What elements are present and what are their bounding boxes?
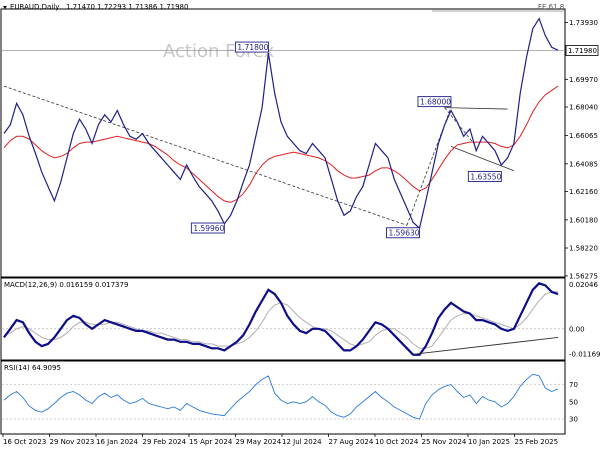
price-trendline (450, 145, 515, 172)
x-tick-label: 12 Jul 2024 (282, 438, 322, 446)
macd-panel-frame (0, 277, 566, 361)
price-trendline (444, 107, 508, 110)
rsi-line (3, 373, 559, 420)
x-tick-label: 16 Oct 2023 (3, 438, 46, 446)
macd-trendline (413, 336, 559, 355)
macd-tick-label: 0.00 (569, 325, 585, 333)
x-tick-label: 29 Nov 2023 (50, 438, 95, 446)
x-tick-label: 25 Nov 2024 (422, 438, 467, 446)
moving-average-line (3, 85, 559, 203)
price-tick-label: 1.62160 (569, 188, 598, 196)
rsi-tick-label: 30 (569, 416, 578, 424)
rsi-axis: 70 50 30 (569, 381, 578, 424)
annotation-box (190, 222, 225, 234)
price-trendline (3, 85, 408, 226)
x-tick-label: 27 Aug 2024 (329, 438, 374, 446)
x-tick-label: 10 Jan 2025 (468, 438, 510, 446)
price-panel-frame (0, 8, 566, 278)
price-tick-label: 1.64085 (569, 160, 598, 168)
annotation-box (467, 171, 502, 182)
annotation-label: 1.59630 (389, 229, 420, 238)
price-trendlines (3, 85, 515, 226)
price-tick-label: 1.58220 (569, 245, 598, 253)
rsi-grid (2, 384, 565, 420)
annotation-box (234, 41, 269, 53)
macd-line (3, 282, 559, 356)
price-tick-label: 1.60180 (569, 216, 598, 224)
macd-tick-label: -0.011697 (569, 351, 600, 359)
rsi-tick-label: 50 (569, 398, 578, 406)
price-tick-label: 1.69970 (569, 76, 598, 84)
symbol-dropdown-icon[interactable] (3, 6, 7, 9)
price-annotations: 1.71800 1.59960 1.59630 1.68000 1.63550 (190, 41, 502, 239)
macd-label: MACD(12,26,9) 0.016159 0.017379 (4, 281, 128, 289)
rsi-tick-label: 70 (569, 381, 578, 389)
price-axis: 1.73930 1.69970 1.68040 1.66065 1.64085 1.621… (565, 19, 599, 280)
x-tick-label: 29 Feb 2024 (143, 438, 187, 446)
annotation-label: 1.63550 (470, 172, 501, 181)
macd-tick-label: 0.02046 (569, 281, 598, 289)
price-tick-label: 1.68040 (569, 104, 598, 112)
current-price-box (565, 45, 599, 56)
current-price-label: 1.71980 (568, 47, 597, 55)
annotation-label: 1.59960 (193, 224, 224, 233)
fibo-label: FE 61.8 (538, 3, 564, 11)
rsi-label: RSI(14) 64.9095 (4, 364, 61, 372)
price-series-line (3, 17, 559, 230)
symbol-label: EURAUD,Daily (10, 3, 59, 11)
x-tick-label: 16 Jan 2024 (96, 438, 139, 446)
rsi-panel-frame (0, 360, 566, 435)
annotation-box (417, 96, 452, 108)
price-trendline (406, 107, 452, 226)
price-tick-label: 1.56275 (569, 272, 598, 280)
price-tick-label: 1.66065 (569, 132, 598, 140)
x-tick-label: 29 May 2024 (236, 438, 282, 446)
macd-axis: 0.02046 0.00 -0.011697 (569, 281, 600, 359)
x-tick-label: 10 Oct 2024 (375, 438, 419, 446)
x-tick-label: 15 Apr 2024 (189, 438, 233, 446)
annotation-label: 1.68000 (420, 97, 451, 106)
annotation-label: 1.71800 (237, 43, 268, 52)
annotation-box (386, 227, 420, 239)
price-trendline (444, 107, 477, 147)
x-tick-label: 25 Feb 2025 (515, 438, 559, 446)
x-axis: 16 Oct 2023 29 Nov 2023 16 Jan 2024 29 Feb … (2, 434, 559, 446)
price-tick-label: 1.73930 (569, 19, 598, 27)
ohlc-label: 1.71470 1.72293 1.71386 1.71980 (66, 3, 188, 11)
